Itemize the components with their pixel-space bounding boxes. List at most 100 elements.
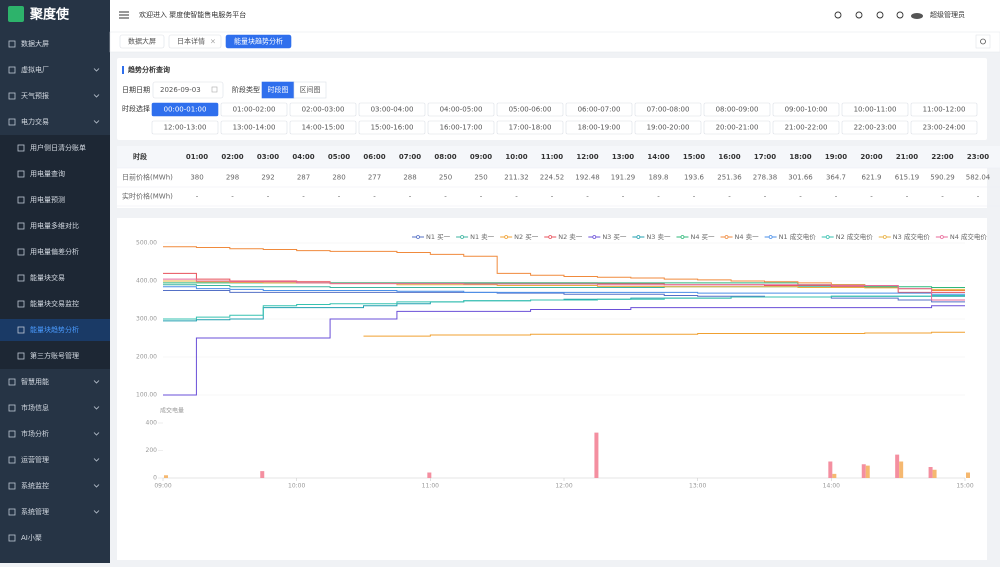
menu-item[interactable]: 用电量多维对比 (30, 221, 79, 230)
slot-button[interactable] (841, 102, 909, 117)
slot-button[interactable] (151, 102, 219, 117)
legend-dot (592, 235, 597, 239)
header-icon[interactable] (834, 11, 842, 19)
slot-button[interactable] (703, 120, 771, 135)
tab[interactable] (168, 34, 222, 49)
menu-item[interactable]: AI小聚 (21, 533, 42, 542)
table-cell: 280 (332, 174, 345, 182)
slot-button[interactable] (358, 120, 426, 135)
menu-item[interactable]: 数据大屏 (21, 39, 49, 48)
header-icon[interactable] (896, 11, 904, 19)
legend-label[interactable]: N2 卖一 (558, 233, 583, 241)
menu-item[interactable]: 系统管理 (21, 507, 49, 516)
menu-icon (17, 326, 25, 334)
legend-label[interactable]: N2 买一 (514, 233, 539, 241)
legend-label[interactable]: N1 卖一 (470, 233, 495, 241)
slot-button[interactable] (910, 102, 978, 117)
menu-item[interactable]: 电力交易 (21, 117, 49, 126)
tab[interactable] (119, 34, 165, 49)
table-cell: - (764, 193, 767, 201)
table-header-cell: 17:00 (754, 153, 776, 161)
slot-label-text: 16:00-17:00 (440, 124, 483, 132)
slot-button[interactable] (910, 120, 978, 135)
user[interactable]: 超级管理员 (930, 10, 965, 19)
menu-item[interactable]: 能量块趋势分析 (30, 325, 79, 334)
legend-label[interactable]: N3 卖一 (646, 233, 671, 241)
legend-label[interactable]: N4 卖一 (735, 233, 760, 241)
query-title: 趋势分析查询 (127, 65, 170, 74)
table-header-cell: 02:00 (221, 153, 243, 161)
legend-label[interactable]: N1 买一 (426, 233, 451, 241)
x-tick-label: 11:00 (422, 483, 439, 490)
legend-label[interactable]: N4 成交电价 (950, 232, 988, 241)
header-icon[interactable] (855, 11, 863, 19)
slot-button[interactable] (565, 102, 633, 117)
menu-item[interactable]: 市场信息 (21, 403, 49, 412)
legend-label[interactable]: N4 买一 (690, 233, 715, 241)
menu-item[interactable]: 运营管理 (21, 455, 49, 464)
slot-label-text: 13:00-14:00 (233, 124, 276, 132)
table-cell: - (799, 193, 802, 201)
table-header-cell: 06:00 (363, 153, 385, 161)
menu-item[interactable]: 虚拟电厂 (21, 65, 49, 74)
table-header-cell: 09:00 (470, 153, 492, 161)
menu-item[interactable]: 用电量预测 (30, 195, 65, 204)
tab[interactable] (225, 34, 292, 49)
legend-label[interactable]: N2 成交电价 (836, 232, 874, 241)
table-header-cell: 08:00 (434, 153, 456, 161)
slot-button[interactable] (289, 120, 357, 135)
table-header-cell: 15:00 (683, 153, 705, 161)
slot-button[interactable] (703, 102, 771, 117)
date-value: 2026-09-03 (160, 86, 201, 94)
table-header-cell: 14:00 (647, 153, 669, 161)
slot-button[interactable] (634, 102, 702, 117)
table-header-cell: 18:00 (789, 153, 811, 161)
tab-close: × (210, 38, 216, 46)
slot-button[interactable] (289, 102, 357, 117)
menu-item[interactable]: 用电量查询 (30, 169, 65, 178)
menu-item[interactable]: 能量块交易监控 (30, 299, 79, 308)
slot-button[interactable] (634, 120, 702, 135)
mode-button[interactable] (293, 81, 327, 99)
menu-item[interactable]: 智慧用能 (21, 377, 49, 386)
mode-label-text: 时段图 (268, 85, 289, 94)
table-cell: 278.38 (753, 174, 778, 182)
table-cell: - (728, 193, 731, 201)
menu-item[interactable]: 用户侧日清分账单 (30, 143, 86, 152)
table-header-bg (117, 146, 1000, 168)
table-cell: - (231, 193, 234, 201)
date-input[interactable] (152, 81, 224, 99)
x-tick-label: 09:00 (154, 483, 171, 490)
table-cell: - (444, 193, 447, 201)
menu-item[interactable]: 天气预报 (21, 91, 49, 100)
header-icon[interactable] (876, 11, 884, 19)
slot-button[interactable] (772, 102, 840, 117)
slot-label-text: 14:00-15:00 (302, 124, 345, 132)
slot-button[interactable] (220, 102, 288, 117)
table-cell: 191.29 (611, 174, 636, 182)
refresh-btn[interactable] (975, 34, 991, 49)
slot-button[interactable] (841, 120, 909, 135)
slot-button[interactable] (151, 120, 219, 135)
slot-button[interactable] (772, 120, 840, 135)
legend-label[interactable]: N3 买一 (602, 233, 627, 241)
slot-button[interactable] (565, 120, 633, 135)
slot-button[interactable] (427, 120, 495, 135)
table-header-cell: 23:00 (967, 153, 989, 161)
slot-button[interactable] (358, 102, 426, 117)
slot-label-text: 21:00-22:00 (785, 124, 828, 132)
menu-arrow (93, 120, 100, 124)
slot-button[interactable] (496, 102, 564, 117)
table-cell: - (870, 193, 873, 201)
slot-button[interactable] (220, 120, 288, 135)
menu-item[interactable]: 系统监控 (21, 481, 49, 490)
slot-button[interactable] (427, 102, 495, 117)
slot-button[interactable] (496, 120, 564, 135)
menu-item[interactable]: 市场分析 (21, 429, 49, 438)
menu-item[interactable]: 第三方账号管理 (30, 351, 79, 360)
menu-item[interactable]: 能量块交易 (30, 273, 65, 282)
legend-label[interactable]: N3 成交电价 (893, 232, 931, 241)
menu-item[interactable]: 用电量偏差分析 (30, 247, 79, 256)
slot-label-text: 19:00-20:00 (647, 124, 690, 132)
legend-label[interactable]: N1 成交电价 (779, 232, 817, 241)
